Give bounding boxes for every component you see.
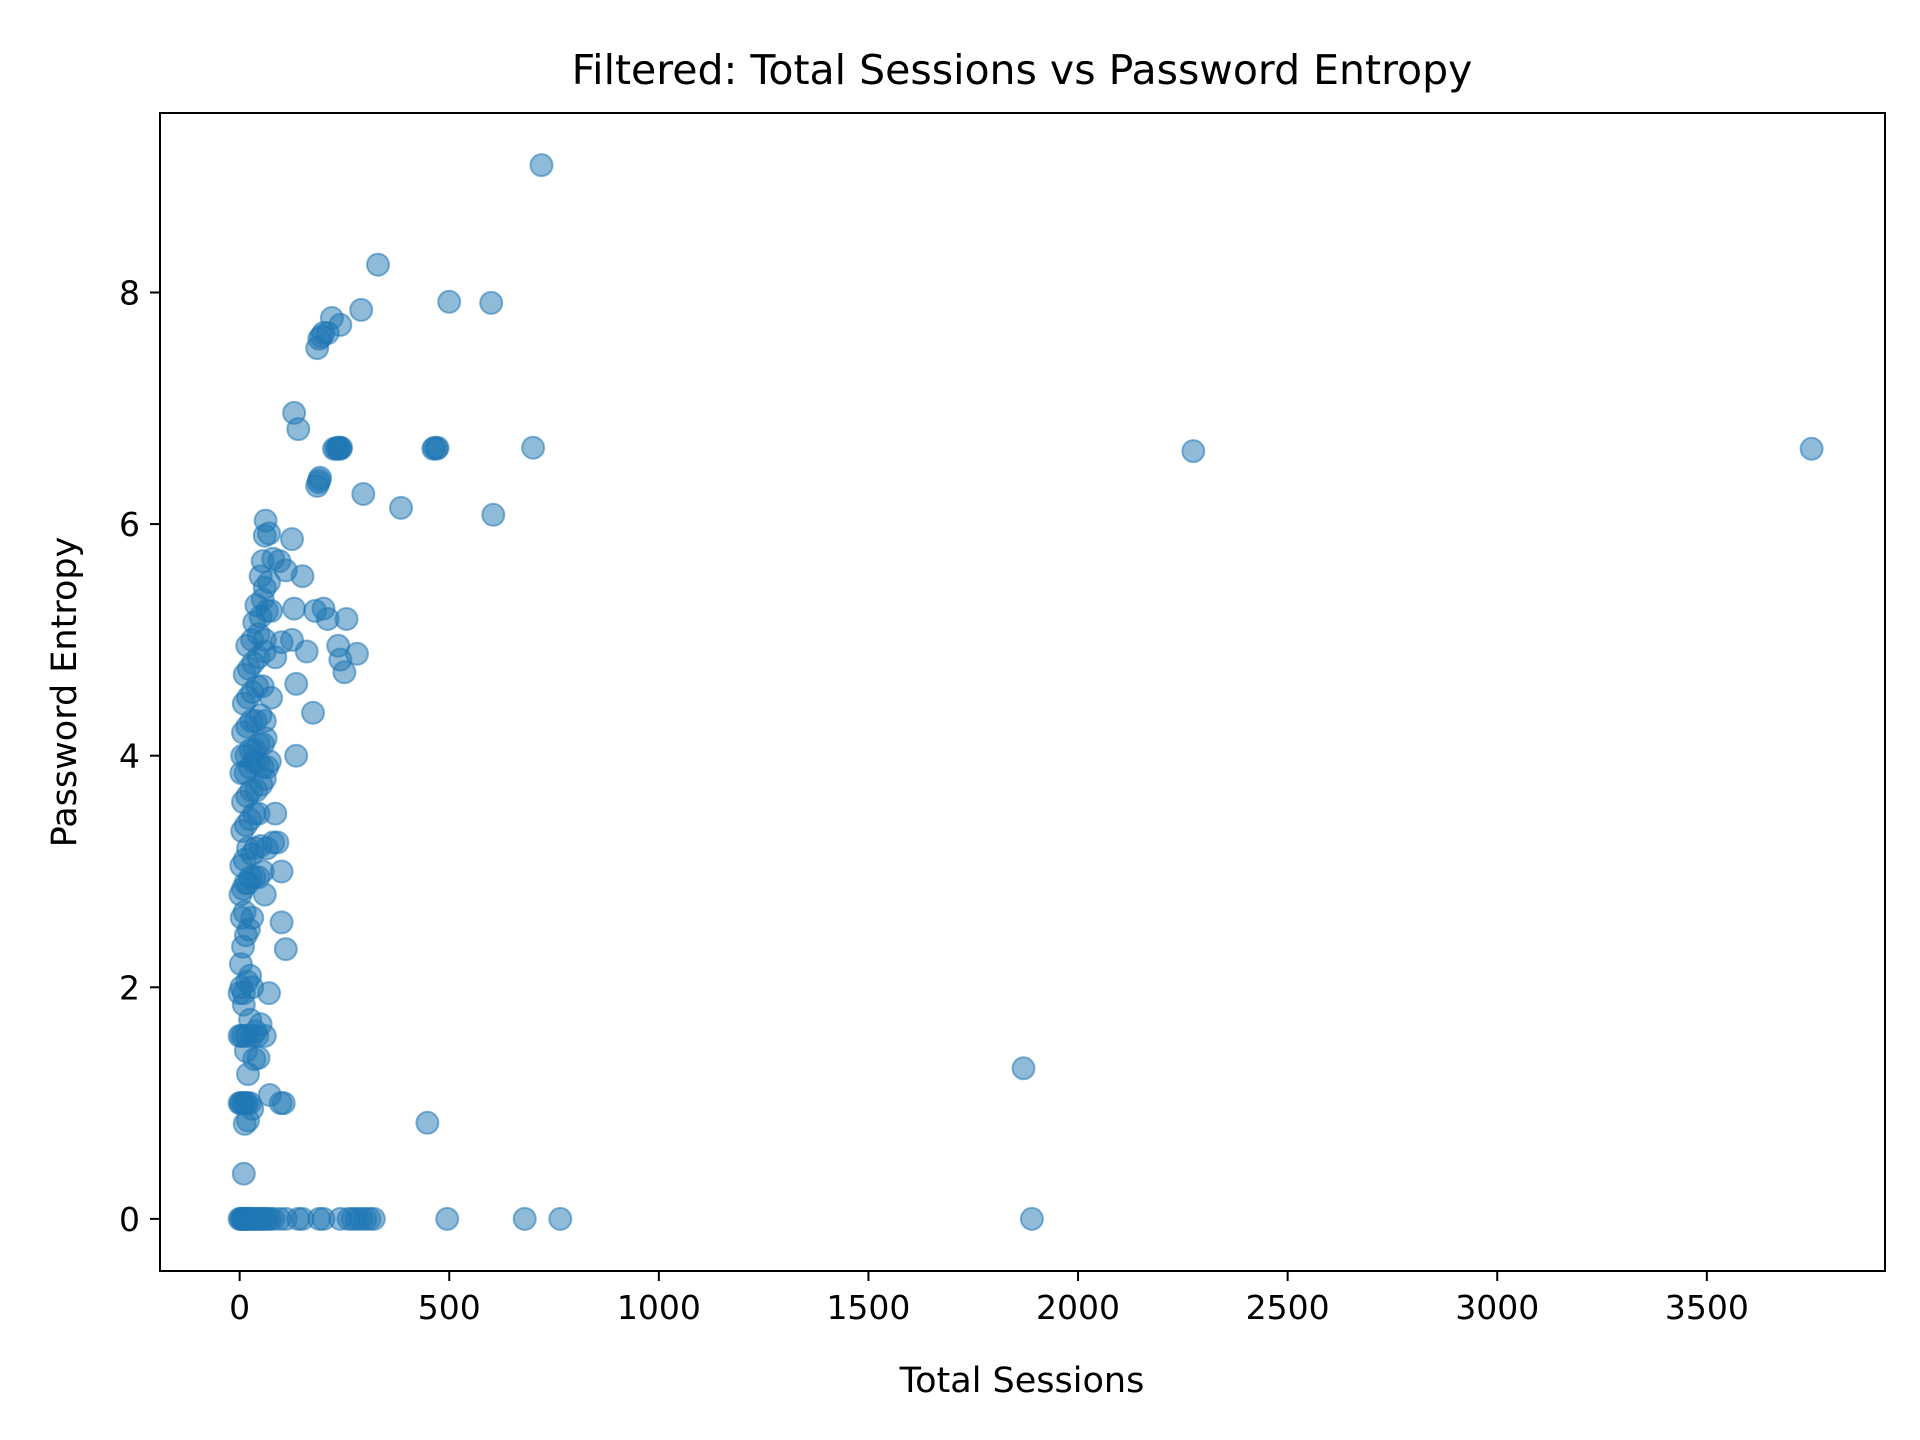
data-point [481, 502, 506, 527]
data-point [273, 558, 298, 583]
data-point [306, 470, 331, 495]
data-point [529, 153, 554, 178]
data-point [512, 1206, 537, 1231]
y-tick-label: 0 [119, 1200, 140, 1239]
data-point [257, 1083, 282, 1107]
data-point [361, 1206, 386, 1231]
data-point [252, 882, 277, 907]
x-tick-label: 3500 [1665, 1288, 1749, 1327]
data-point [349, 297, 374, 322]
data-point [437, 289, 462, 314]
data-point [425, 435, 450, 460]
x-tick-label: 1000 [617, 1288, 701, 1327]
data-point [389, 495, 413, 520]
data-point [269, 859, 294, 884]
data-point [273, 937, 298, 962]
y-tick-label: 8 [119, 273, 140, 312]
x-tick-label: 1500 [826, 1288, 910, 1327]
data-point [1019, 1206, 1044, 1231]
x-tick-label: 2000 [1036, 1288, 1120, 1327]
data-point [286, 417, 311, 442]
data-point [263, 801, 288, 826]
points-layer [227, 153, 1824, 1231]
y-tick-label: 6 [119, 505, 140, 544]
plot-frame [159, 112, 1886, 1272]
data-point [284, 743, 309, 768]
y-axis-title: Password Entropy [45, 537, 85, 848]
data-point [1799, 436, 1824, 461]
data-point [252, 709, 277, 733]
x-axis-title: Total Sessions [899, 1361, 1145, 1401]
x-tick-label: 500 [418, 1288, 481, 1327]
x-axis-ticks: 0 500 1000 1500 2000 2500 3000 3500 [229, 1271, 1749, 1327]
data-point [435, 1206, 460, 1231]
y-tick-label: 2 [119, 968, 140, 1007]
data-point [248, 1012, 273, 1037]
data-point [521, 435, 546, 460]
x-tick-label: 0 [229, 1288, 250, 1327]
data-point [334, 607, 359, 631]
data-point [233, 1039, 258, 1063]
x-tick-label: 3000 [1455, 1288, 1539, 1327]
data-point [548, 1206, 573, 1231]
data-point [1181, 439, 1206, 464]
x-tick-label: 2500 [1246, 1288, 1330, 1327]
data-point [231, 1161, 256, 1186]
data-point [351, 482, 376, 506]
data-point [328, 312, 353, 337]
data-point [366, 252, 390, 277]
data-point [415, 1110, 440, 1135]
chart-title: Filtered: Total Sessions vs Password Ent… [572, 46, 1473, 94]
data-point [345, 641, 369, 666]
data-point [269, 910, 294, 935]
data-point [1011, 1056, 1036, 1081]
data-point [294, 639, 319, 664]
data-point [301, 700, 325, 725]
data-point [282, 596, 307, 621]
data-point [479, 290, 504, 315]
data-point [265, 830, 290, 855]
data-point [240, 1096, 265, 1121]
data-point [259, 685, 284, 710]
y-axis-ticks: 0 2 4 6 8 [119, 273, 160, 1239]
data-point [329, 435, 354, 460]
data-point [284, 671, 309, 696]
data-point [253, 508, 278, 533]
data-point [257, 981, 281, 1006]
y-tick-label: 4 [119, 737, 140, 776]
data-point [280, 527, 304, 552]
